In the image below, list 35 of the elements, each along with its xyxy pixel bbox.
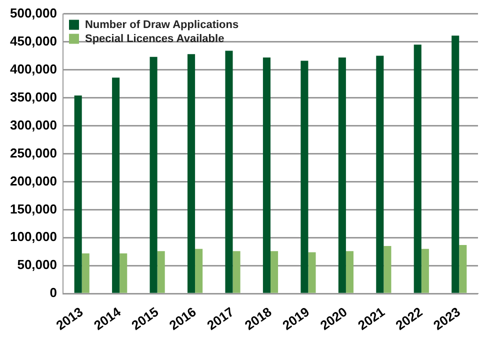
- bar: [225, 50, 233, 293]
- bar: [384, 246, 392, 293]
- y-tick-label: 500,000: [10, 5, 57, 20]
- bar: [112, 78, 120, 293]
- bar: [74, 96, 82, 293]
- bar: [120, 253, 128, 293]
- bar: [187, 54, 196, 293]
- bar: [157, 251, 165, 293]
- bar: [300, 60, 308, 293]
- y-tick-label: 150,000: [10, 201, 57, 216]
- y-tick-label: 400,000: [10, 61, 57, 76]
- legend-label: Number of Draw Applications: [84, 18, 239, 31]
- y-tick-label: 300,000: [10, 117, 57, 132]
- bar: [414, 44, 422, 293]
- y-tick-label: 200,000: [10, 173, 57, 188]
- bar: [452, 36, 460, 293]
- bar: [338, 57, 346, 293]
- y-tick-label: 0: [50, 285, 57, 300]
- bar: [232, 251, 240, 293]
- y-tick-label: 450,000: [10, 33, 57, 48]
- bar: [150, 56, 158, 293]
- bar: [195, 248, 203, 293]
- legend-label: Special Licences Available: [84, 32, 224, 45]
- y-tick-label: 50,000: [17, 257, 57, 272]
- bar: [82, 253, 90, 293]
- bar: [308, 252, 316, 293]
- bar: [262, 57, 270, 293]
- bar: [459, 244, 467, 293]
- bar: [376, 56, 384, 293]
- y-tick-label: 100,000: [10, 229, 57, 244]
- bar: [421, 248, 429, 293]
- y-tick-label: 350,000: [10, 89, 57, 104]
- bar: [346, 251, 354, 293]
- y-tick-label: 250,000: [10, 145, 57, 160]
- bar: [270, 251, 278, 293]
